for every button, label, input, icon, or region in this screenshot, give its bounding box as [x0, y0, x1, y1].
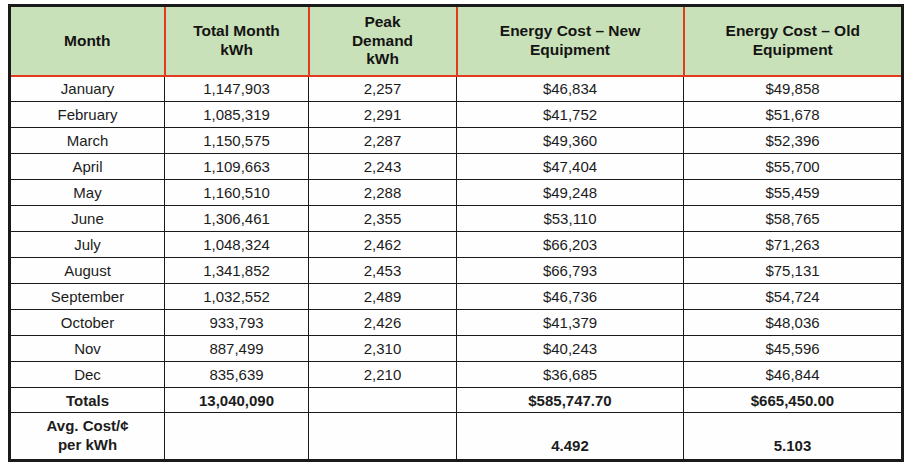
energy-cost-table: Month Total Month kWh Peak Demand kWh En…: [8, 4, 904, 462]
cell-month: January: [10, 76, 165, 102]
cell-month: May: [10, 180, 165, 206]
cell-month: April: [10, 154, 165, 180]
table-row: September 1,032,552 2,489 $46,736 $54,72…: [10, 284, 903, 310]
totals-row: Totals 13,040,090 $585,747.70 $665,450.0…: [10, 388, 903, 413]
cell-month: June: [10, 206, 165, 232]
table-row: April 1,109,663 2,243 $47,404 $55,700: [10, 154, 903, 180]
cell-total-kwh: 1,085,319: [165, 102, 309, 128]
avg-cost-old: 5.103: [684, 413, 903, 461]
cell-month: August: [10, 258, 165, 284]
cell-total-kwh: 1,147,903: [165, 76, 309, 102]
avg-cost-row: Avg. Cost/¢ per kWh 4.492 5.103: [10, 413, 903, 461]
cell-peak-demand: 2,453: [309, 258, 457, 284]
cell-month: September: [10, 284, 165, 310]
cell-peak-demand: 2,210: [309, 362, 457, 388]
table-header-row: Month Total Month kWh Peak Demand kWh En…: [10, 6, 903, 76]
totals-cost-old: $665,450.00: [684, 388, 903, 413]
cell-cost-old: $55,459: [684, 180, 903, 206]
cell-total-kwh: 835,639: [165, 362, 309, 388]
cell-cost-new: $40,243: [457, 336, 684, 362]
cell-cost-new: $66,203: [457, 232, 684, 258]
cell-cost-old: $58,765: [684, 206, 903, 232]
cell-peak-demand: 2,462: [309, 232, 457, 258]
cell-cost-new: $53,110: [457, 206, 684, 232]
avg-peak-demand: [309, 413, 457, 461]
column-header-cost-new: Energy Cost – New Equipment: [457, 6, 684, 76]
cell-cost-new: $41,752: [457, 102, 684, 128]
page: { "chart_data": { "type": "table", "titl…: [0, 0, 909, 466]
cell-cost-old: $75,131: [684, 258, 903, 284]
avg-cost-new: 4.492: [457, 413, 684, 461]
cell-peak-demand: 2,355: [309, 206, 457, 232]
cell-month: July: [10, 232, 165, 258]
table-row: February 1,085,319 2,291 $41,752 $51,678: [10, 102, 903, 128]
cell-total-kwh: 1,109,663: [165, 154, 309, 180]
cell-peak-demand: 2,291: [309, 102, 457, 128]
column-header-peak-demand: Peak Demand kWh: [309, 6, 457, 76]
cell-peak-demand: 2,288: [309, 180, 457, 206]
column-header-month: Month: [10, 6, 165, 76]
table-row: Dec 835,639 2,210 $36,685 $46,844: [10, 362, 903, 388]
cell-cost-new: $46,736: [457, 284, 684, 310]
cell-peak-demand: 2,243: [309, 154, 457, 180]
cell-cost-new: $66,793: [457, 258, 684, 284]
table-row: Nov 887,499 2,310 $40,243 $45,596: [10, 336, 903, 362]
cell-peak-demand: 2,310: [309, 336, 457, 362]
cell-total-kwh: 933,793: [165, 310, 309, 336]
cell-cost-old: $55,700: [684, 154, 903, 180]
cell-cost-new: $41,379: [457, 310, 684, 336]
cell-month: March: [10, 128, 165, 154]
cell-total-kwh: 1,150,575: [165, 128, 309, 154]
cell-cost-old: $71,263: [684, 232, 903, 258]
month-rows: January 1,147,903 2,257 $46,834 $49,858 …: [10, 76, 903, 388]
cell-total-kwh: 1,306,461: [165, 206, 309, 232]
cell-cost-old: $46,844: [684, 362, 903, 388]
cell-cost-new: $47,404: [457, 154, 684, 180]
cell-cost-old: $52,396: [684, 128, 903, 154]
cell-peak-demand: 2,489: [309, 284, 457, 310]
cell-cost-new: $49,360: [457, 128, 684, 154]
cell-cost-old: $45,596: [684, 336, 903, 362]
table-row: October 933,793 2,426 $41,379 $48,036: [10, 310, 903, 336]
table-row: July 1,048,324 2,462 $66,203 $71,263: [10, 232, 903, 258]
table-row: May 1,160,510 2,288 $49,248 $55,459: [10, 180, 903, 206]
cell-cost-old: $49,858: [684, 76, 903, 102]
table-row: June 1,306,461 2,355 $53,110 $58,765: [10, 206, 903, 232]
cell-total-kwh: 1,032,552: [165, 284, 309, 310]
cell-month: October: [10, 310, 165, 336]
cell-total-kwh: 887,499: [165, 336, 309, 362]
cell-peak-demand: 2,426: [309, 310, 457, 336]
cell-month: Nov: [10, 336, 165, 362]
table-row: January 1,147,903 2,257 $46,834 $49,858: [10, 76, 903, 102]
totals-total-kwh: 13,040,090: [165, 388, 309, 413]
cell-total-kwh: 1,160,510: [165, 180, 309, 206]
cell-cost-new: $36,685: [457, 362, 684, 388]
cell-total-kwh: 1,341,852: [165, 258, 309, 284]
totals-cost-new: $585,747.70: [457, 388, 684, 413]
cell-month: February: [10, 102, 165, 128]
cell-cost-old: $51,678: [684, 102, 903, 128]
cell-peak-demand: 2,287: [309, 128, 457, 154]
cell-month: Dec: [10, 362, 165, 388]
totals-peak-demand: [309, 388, 457, 413]
column-header-total-kwh: Total Month kWh: [165, 6, 309, 76]
table-row: March 1,150,575 2,287 $49,360 $52,396: [10, 128, 903, 154]
cell-cost-old: $54,724: [684, 284, 903, 310]
cell-cost-new: $46,834: [457, 76, 684, 102]
avg-cost-label: Avg. Cost/¢ per kWh: [10, 413, 165, 461]
cell-peak-demand: 2,257: [309, 76, 457, 102]
cell-cost-old: $48,036: [684, 310, 903, 336]
table-row: August 1,341,852 2,453 $66,793 $75,131: [10, 258, 903, 284]
cell-cost-new: $49,248: [457, 180, 684, 206]
totals-label: Totals: [10, 388, 165, 413]
column-header-cost-old: Energy Cost – Old Equipment: [684, 6, 903, 76]
cell-total-kwh: 1,048,324: [165, 232, 309, 258]
avg-total-kwh: [165, 413, 309, 461]
